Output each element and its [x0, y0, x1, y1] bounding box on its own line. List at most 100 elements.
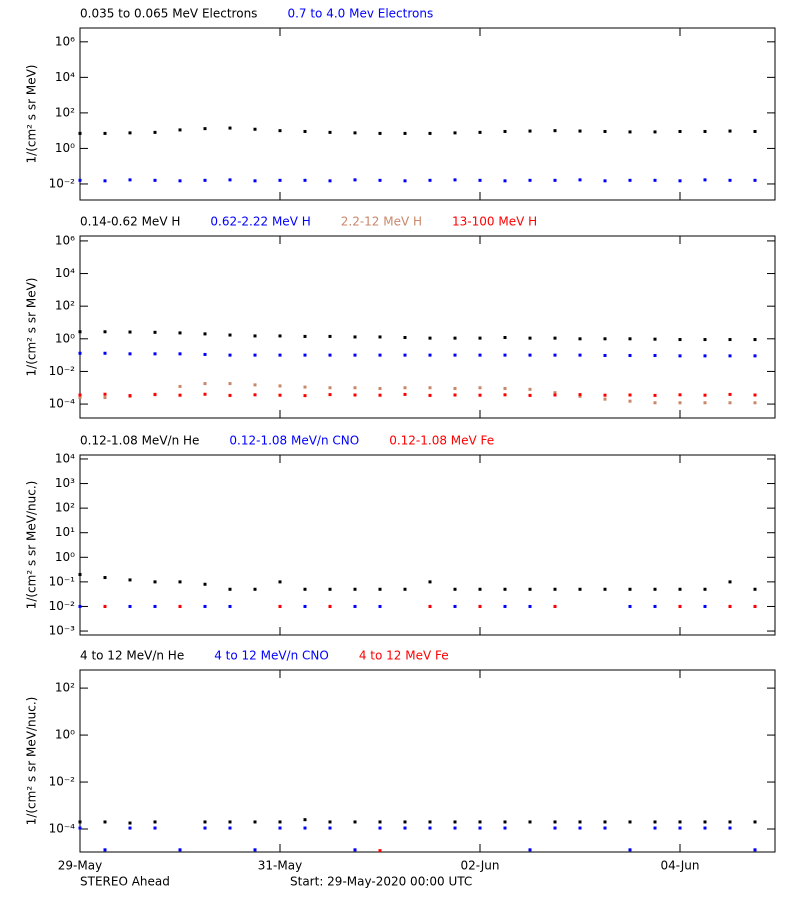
data-point	[328, 587, 332, 591]
y-tick-label: 10⁻³	[49, 624, 76, 638]
data-point	[553, 178, 557, 182]
data-point	[178, 604, 182, 608]
x-tick-label: 04-Jun	[660, 859, 699, 873]
data-point	[153, 580, 157, 584]
data-point	[378, 386, 382, 390]
data-point	[128, 826, 132, 830]
data-point	[253, 820, 257, 824]
data-point	[453, 826, 457, 830]
data-point	[478, 826, 482, 830]
data-point	[403, 826, 407, 830]
data-point	[253, 393, 257, 397]
data-point	[678, 393, 682, 397]
data-point	[478, 820, 482, 824]
data-point	[203, 604, 207, 608]
data-point	[653, 178, 657, 182]
y-tick-label: 10⁰	[55, 728, 75, 742]
data-point	[503, 604, 507, 608]
y-tick-label: 10⁻¹	[49, 574, 76, 588]
data-point	[653, 353, 657, 357]
data-point	[528, 848, 532, 852]
data-point	[603, 820, 607, 824]
data-point	[578, 394, 582, 398]
data-point	[628, 604, 632, 608]
data-point	[703, 587, 707, 591]
data-point	[703, 354, 707, 358]
data-point	[628, 393, 632, 397]
data-point	[253, 127, 257, 131]
data-point	[553, 820, 557, 824]
y-tick-label: 10⁻⁴	[49, 397, 76, 411]
data-point	[678, 338, 682, 342]
data-point	[378, 587, 382, 591]
data-point	[578, 337, 582, 341]
data-point	[203, 820, 207, 824]
data-point	[453, 178, 457, 182]
data-point	[678, 354, 682, 358]
data-point	[378, 353, 382, 357]
data-point	[203, 127, 207, 131]
data-point	[253, 383, 257, 387]
data-point	[453, 353, 457, 357]
data-point	[503, 336, 507, 340]
data-point	[153, 178, 157, 182]
data-point	[728, 338, 732, 342]
data-point	[303, 826, 307, 830]
data-point	[103, 179, 107, 183]
data-point	[578, 587, 582, 591]
data-point	[128, 352, 132, 356]
data-point	[78, 604, 82, 608]
data-point	[178, 580, 182, 584]
data-point	[353, 131, 357, 135]
data-point	[528, 129, 532, 133]
data-point	[703, 401, 707, 405]
data-point	[153, 820, 157, 824]
data-point	[328, 334, 332, 338]
y-axis-label: 1/(cm² s sr MeV/nuc.)	[25, 481, 39, 610]
data-point	[328, 826, 332, 830]
data-point	[78, 351, 82, 355]
y-tick-label: 10⁶	[55, 34, 75, 48]
data-point	[478, 178, 482, 182]
footer-mission: STEREO Ahead	[80, 875, 170, 889]
legend-label: 0.12-1.08 MeV/n He	[80, 434, 199, 448]
data-point	[503, 386, 507, 390]
data-point	[678, 179, 682, 183]
data-point	[428, 386, 432, 390]
data-point	[753, 393, 757, 397]
legend-label: 0.035 to 0.065 MeV Electrons	[80, 7, 257, 21]
data-point	[178, 179, 182, 183]
data-point	[453, 820, 457, 824]
data-point	[328, 179, 332, 183]
data-point	[603, 397, 607, 401]
data-point	[528, 387, 532, 391]
data-point	[578, 353, 582, 357]
plot-frame	[79, 235, 776, 419]
data-point	[703, 820, 707, 824]
y-tick-label: 10⁻²	[49, 775, 76, 789]
data-point	[403, 392, 407, 396]
data-point	[628, 848, 632, 852]
data-point	[303, 604, 307, 608]
data-point	[553, 826, 557, 830]
data-point	[178, 331, 182, 335]
legend-label: 0.12-1.08 MeV/n CNO	[229, 434, 359, 448]
data-point	[378, 604, 382, 608]
data-point	[603, 337, 607, 341]
data-point	[478, 386, 482, 390]
data-point	[403, 353, 407, 357]
data-point	[478, 604, 482, 608]
data-point	[578, 178, 582, 182]
data-point	[153, 826, 157, 830]
data-point	[578, 129, 582, 133]
data-point	[153, 604, 157, 608]
data-point	[303, 353, 307, 357]
data-point	[303, 394, 307, 398]
data-point	[653, 587, 657, 591]
data-point	[353, 848, 357, 852]
data-point	[653, 130, 657, 134]
data-point	[203, 582, 207, 586]
data-point	[378, 393, 382, 397]
data-point	[678, 820, 682, 824]
x-tick-label: 29-May	[58, 859, 102, 873]
